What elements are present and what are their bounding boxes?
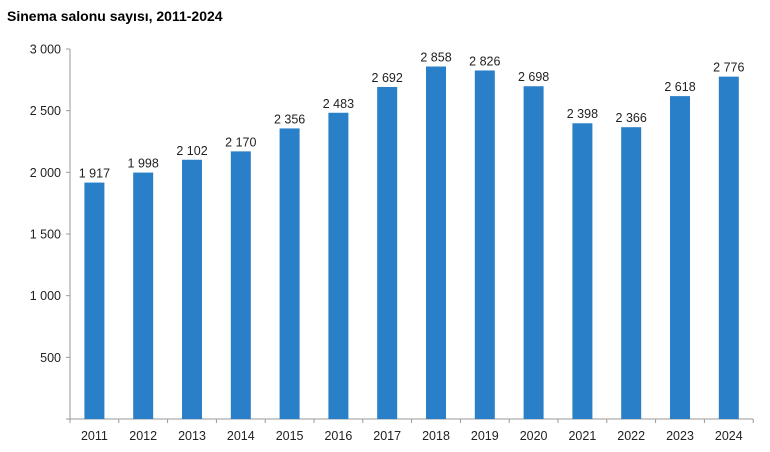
x-tick-label: 2013	[178, 429, 206, 443]
x-tick-label: 2017	[373, 429, 401, 443]
bar-2011	[84, 182, 105, 419]
x-tick-label: 2022	[617, 429, 645, 443]
data-label-2017: 2 692	[372, 71, 403, 85]
data-label-2022: 2 366	[616, 111, 647, 125]
bar-2012	[133, 172, 154, 419]
x-tick-label: 2016	[324, 429, 352, 443]
bar-2014	[230, 151, 251, 419]
bar-2020	[523, 86, 544, 419]
bar-2015	[279, 128, 300, 419]
data-label-2016: 2 483	[323, 97, 354, 111]
y-tick-label: 2 500	[30, 104, 61, 118]
y-tick-label: 1 500	[30, 228, 61, 242]
x-tick-label: 2014	[227, 429, 255, 443]
bar-2023	[670, 96, 690, 419]
x-tick-label: 2023	[666, 429, 694, 443]
chart-title: Sinema salonu sayısı, 2011-2024	[7, 8, 223, 24]
x-tick-label: 2024	[715, 429, 743, 443]
data-label-2021: 2 398	[567, 107, 598, 121]
bar-2024	[718, 76, 739, 420]
bar-2021	[572, 123, 593, 419]
bar-2016	[328, 112, 349, 419]
x-tick-label: 2020	[520, 429, 548, 443]
data-label-2015: 2 356	[274, 112, 305, 126]
bar-2017	[377, 86, 398, 419]
bar-2013	[182, 159, 202, 419]
data-label-2023: 2 618	[664, 80, 695, 94]
x-tick-label: 2018	[422, 429, 450, 443]
x-tick-label: 2021	[568, 429, 596, 443]
data-label-2012: 1 998	[128, 157, 159, 171]
data-label-2019: 2 826	[469, 54, 500, 68]
y-tick-label: 500	[40, 351, 61, 365]
y-tick-label: 3 000	[30, 43, 61, 57]
data-label-2014: 2 170	[225, 135, 256, 149]
data-label-2020: 2 698	[518, 70, 549, 84]
x-tick-label: 2019	[471, 429, 499, 443]
data-label-2018: 2 858	[420, 51, 451, 65]
bar-2019	[474, 70, 495, 420]
data-label-2013: 2 102	[176, 144, 207, 158]
x-tick-label: 2012	[129, 429, 157, 443]
x-tick-label: 2011	[81, 429, 108, 443]
data-label-2024: 2 776	[713, 61, 744, 75]
data-label-2011: 1 917	[79, 167, 110, 181]
bar-2018	[426, 66, 446, 419]
y-tick-label: 1 000	[30, 289, 61, 303]
bar-2022	[621, 127, 642, 420]
y-tick-label: 2 000	[30, 166, 61, 180]
x-tick-label: 2015	[276, 429, 304, 443]
